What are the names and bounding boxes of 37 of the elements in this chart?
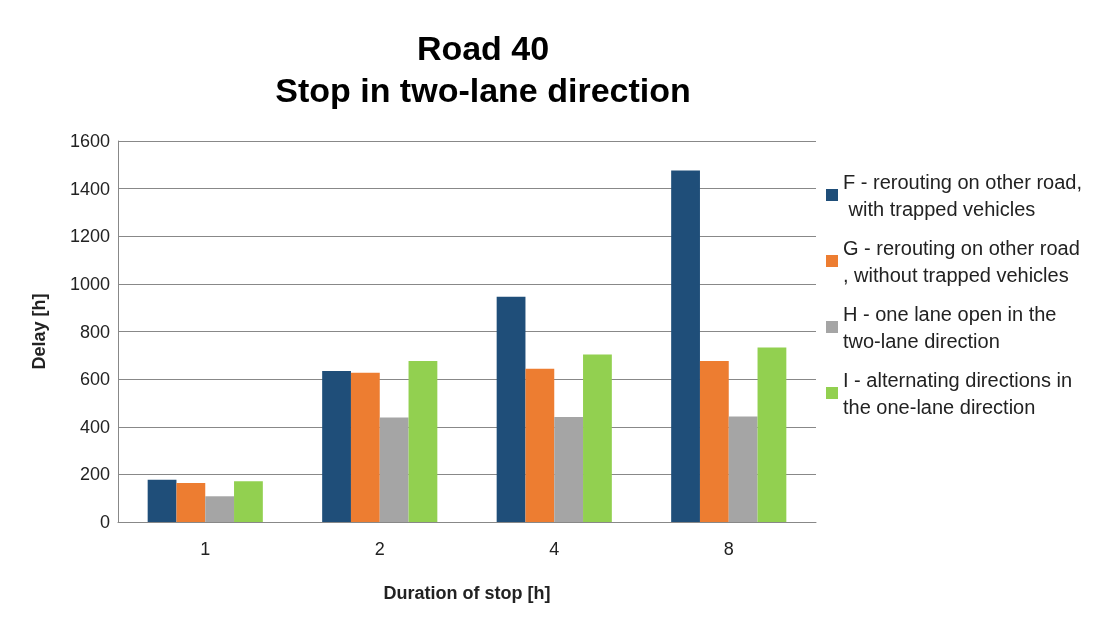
- legend-label: H - one lane open in the two-lane direction: [843, 302, 1063, 352]
- bar: [205, 496, 235, 522]
- bar: [728, 416, 758, 522]
- bar: [350, 372, 380, 522]
- legend-label: G - rerouting on other road, without trapped vehicles: [843, 236, 1080, 286]
- bar: [322, 371, 351, 522]
- bar: [554, 416, 584, 522]
- bar: [176, 482, 206, 522]
- y-tick-label: 200: [79, 464, 110, 485]
- x-axis-title: Duration of stop [h]: [383, 583, 551, 603]
- bar: [699, 361, 729, 522]
- bar: [583, 354, 612, 522]
- chart-title: Road 40: [416, 29, 550, 67]
- y-tick-label: 0: [99, 512, 110, 532]
- y-tick-label: 800: [79, 321, 110, 342]
- x-tick-label: 2: [374, 539, 385, 559]
- bar: [408, 361, 438, 522]
- chart-subtitle: Stop in two-lane direction: [275, 71, 691, 109]
- y-tick-label: 1200: [69, 226, 110, 247]
- bar: [496, 296, 526, 522]
- y-tick-label: 600: [79, 369, 110, 390]
- bar: [234, 481, 263, 522]
- legend-label: I - alternating directions in the one-lane direction: [843, 368, 1078, 418]
- y-tick-label: 1600: [69, 131, 110, 151]
- bar: [525, 368, 555, 522]
- x-tick-label: 8: [723, 539, 734, 559]
- bar: [757, 347, 787, 522]
- y-tick-label: 400: [79, 416, 110, 437]
- y-tick-label: 1400: [69, 178, 110, 199]
- bar: [671, 170, 700, 522]
- y-tick-label: 1000: [69, 273, 110, 294]
- x-tick-label: 1: [200, 539, 211, 559]
- bar: [379, 417, 409, 522]
- bar: [147, 479, 177, 522]
- x-tick-label: 4: [549, 539, 560, 559]
- y-axis-title: Delay [h]: [29, 293, 49, 370]
- legend-label: F - rerouting on other road, with trapped vehicles: [843, 170, 1083, 220]
